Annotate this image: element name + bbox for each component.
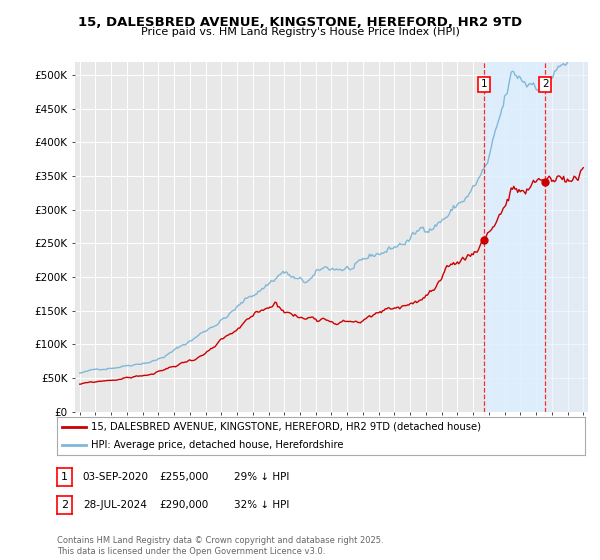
Text: 29% ↓ HPI: 29% ↓ HPI: [234, 472, 289, 482]
Text: 1: 1: [481, 80, 487, 90]
Bar: [484, 62, 545, 412]
Text: 32% ↓ HPI: 32% ↓ HPI: [234, 500, 289, 510]
Text: £255,000: £255,000: [159, 472, 208, 482]
Text: Price paid vs. HM Land Registry's House Price Index (HPI): Price paid vs. HM Land Registry's House …: [140, 27, 460, 38]
Text: 2: 2: [542, 80, 548, 90]
Text: 1: 1: [61, 472, 68, 482]
Text: 15, DALESBRED AVENUE, KINGSTONE, HEREFORD, HR2 9TD (detached house): 15, DALESBRED AVENUE, KINGSTONE, HEREFOR…: [91, 422, 481, 432]
Text: £290,000: £290,000: [159, 500, 208, 510]
Text: 15, DALESBRED AVENUE, KINGSTONE, HEREFORD, HR2 9TD: 15, DALESBRED AVENUE, KINGSTONE, HEREFOR…: [78, 16, 522, 29]
Text: 28-JUL-2024: 28-JUL-2024: [83, 500, 146, 510]
Text: 2: 2: [61, 500, 68, 510]
Text: Contains HM Land Registry data © Crown copyright and database right 2025.
This d: Contains HM Land Registry data © Crown c…: [57, 536, 383, 556]
Text: HPI: Average price, detached house, Herefordshire: HPI: Average price, detached house, Here…: [91, 440, 344, 450]
Bar: [545, 62, 588, 412]
Text: 03-SEP-2020: 03-SEP-2020: [83, 472, 149, 482]
